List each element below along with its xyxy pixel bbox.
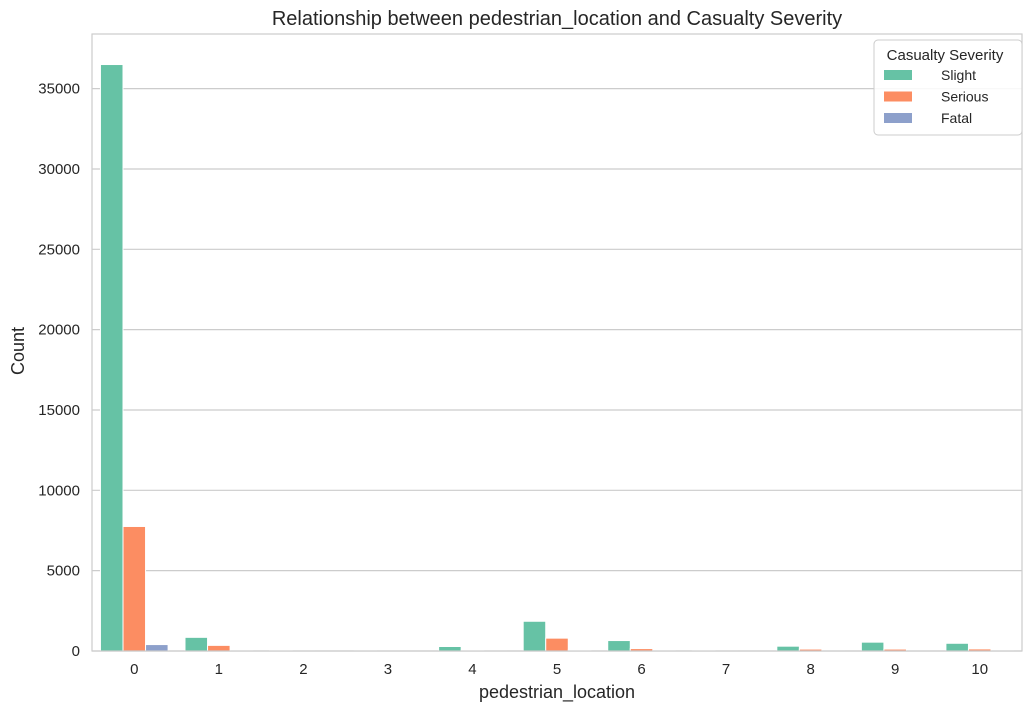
legend-swatch-slight <box>884 70 912 80</box>
legend: Casualty Severity Slight Serious Fatal <box>873 39 1023 136</box>
bar-serious <box>207 644 231 652</box>
y-tick-label: 0 <box>72 643 80 660</box>
legend-label-slight: Slight <box>941 67 976 83</box>
y-axis-label: Count <box>8 327 28 375</box>
y-axis-ticks: 0 5000 10000 15000 20000 25000 30000 35000 <box>38 81 80 660</box>
x-tick-label: 0 <box>130 661 138 678</box>
x-tick-label: 4 <box>468 661 476 678</box>
bar-serious <box>545 637 569 652</box>
x-tick-label: 3 <box>384 661 392 678</box>
chart-title: Relationship between pedestrian_location… <box>272 8 842 30</box>
x-tick-label: 1 <box>215 661 223 678</box>
y-tick-label: 25000 <box>38 241 80 258</box>
y-tick-label: 30000 <box>38 161 80 178</box>
bar-slight <box>860 641 885 652</box>
bar-slight <box>522 620 547 652</box>
legend-label-serious: Serious <box>941 89 988 105</box>
x-axis-ticks: 0 1 2 3 4 5 6 7 8 9 10 <box>130 661 988 678</box>
gridlines <box>92 88 1022 652</box>
bars <box>99 64 1015 652</box>
x-tick-label: 8 <box>806 661 814 678</box>
x-tick-label: 2 <box>299 661 307 678</box>
y-tick-label: 15000 <box>38 402 80 419</box>
legend-title: Casualty Severity <box>887 47 1004 64</box>
x-tick-label: 7 <box>722 661 730 678</box>
bar-slight <box>776 645 800 652</box>
bar-slight <box>184 636 209 652</box>
legend-swatch-serious <box>884 91 912 102</box>
x-tick-label: 5 <box>553 661 561 678</box>
bar-serious <box>122 525 147 652</box>
y-tick-label: 5000 <box>47 563 80 580</box>
x-tick-label: 6 <box>637 661 645 678</box>
bar-fatal <box>145 644 169 652</box>
y-tick-label: 10000 <box>38 482 80 499</box>
bar-slight <box>99 64 124 652</box>
bar-slight <box>438 646 462 652</box>
legend-box <box>873 39 1023 136</box>
bar-slight <box>945 642 969 652</box>
x-tick-label: 9 <box>891 661 899 678</box>
x-tick-label: 10 <box>971 661 988 678</box>
legend-swatch-fatal <box>884 113 912 123</box>
x-axis-label: pedestrian_location <box>479 682 635 703</box>
legend-label-fatal: Fatal <box>941 110 972 126</box>
plot-frame <box>91 33 1023 652</box>
bar-slight <box>607 640 631 652</box>
y-tick-label: 20000 <box>38 322 80 339</box>
y-tick-label: 35000 <box>38 81 80 98</box>
